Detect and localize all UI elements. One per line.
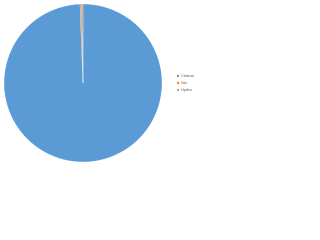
legend-label: Nix <box>181 80 187 85</box>
legend-swatch <box>176 81 180 85</box>
legend-label: Charon <box>181 73 194 78</box>
legend-label: Hydra <box>181 87 192 92</box>
legend-swatch <box>176 74 180 78</box>
pie-slice <box>81 3 84 84</box>
chart: Charon Nix Hydra <box>3 3 194 163</box>
legend-swatch <box>176 88 180 92</box>
